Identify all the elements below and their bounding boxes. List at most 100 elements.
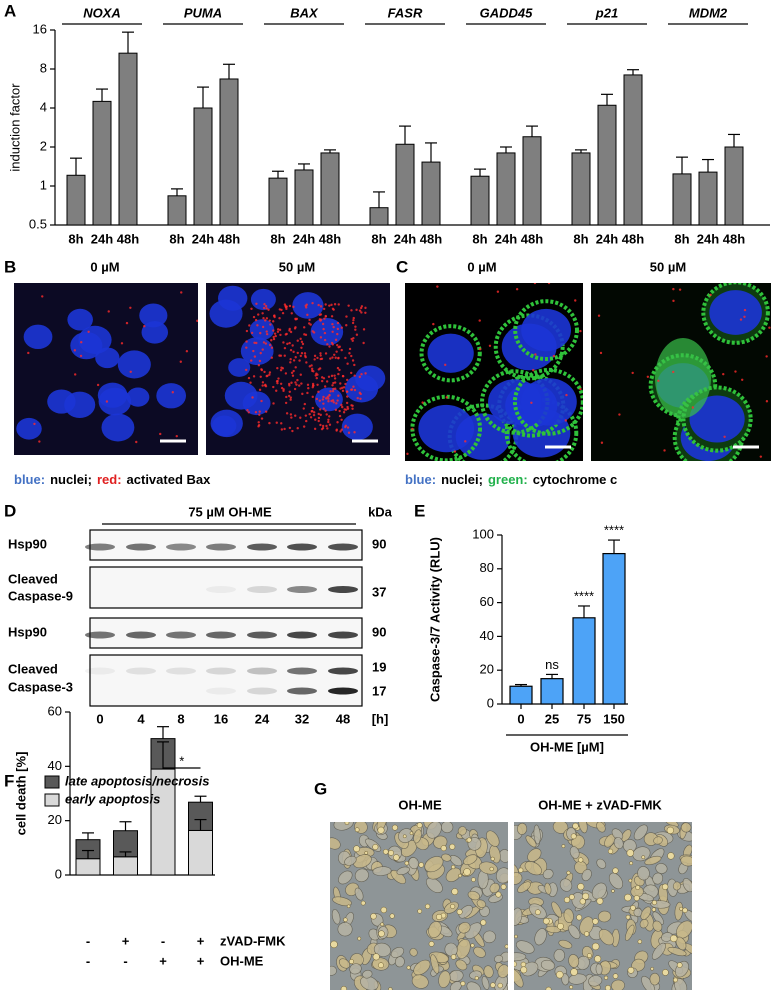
red-speckle bbox=[171, 391, 174, 394]
red-speckle bbox=[276, 330, 280, 334]
red-speckle bbox=[338, 414, 342, 418]
red-speckle bbox=[302, 407, 305, 410]
x-tick-label: 24h bbox=[91, 231, 113, 246]
red-speckle bbox=[257, 421, 260, 424]
panel-label: A bbox=[4, 1, 16, 20]
panel-label: D bbox=[4, 501, 16, 520]
cell bbox=[578, 822, 588, 834]
red-speckle bbox=[350, 371, 353, 375]
red-speckle bbox=[316, 356, 319, 360]
cell bbox=[598, 929, 615, 946]
red-speckle bbox=[272, 329, 275, 332]
red-speckle bbox=[272, 335, 275, 339]
gene-label: PUMA bbox=[184, 5, 222, 20]
x-tick-label: 25 bbox=[545, 711, 559, 726]
y-tick-label: 20 bbox=[48, 812, 62, 827]
x-tick-label: 150 bbox=[603, 711, 625, 726]
band bbox=[247, 543, 277, 551]
red-speckle bbox=[351, 321, 355, 325]
cell bbox=[457, 826, 467, 836]
red-speckle bbox=[313, 358, 316, 361]
nucleus bbox=[16, 417, 42, 440]
y-axis-label: Caspase-3/7 Activity (RLU) bbox=[427, 537, 442, 702]
condition-sign: - bbox=[123, 953, 127, 968]
cell bbox=[596, 858, 607, 869]
red-speckle bbox=[672, 299, 675, 303]
red-speckle bbox=[740, 378, 744, 382]
debris bbox=[605, 985, 611, 990]
red-speckle bbox=[345, 315, 348, 318]
red-speckle bbox=[336, 343, 339, 347]
bar-segment bbox=[113, 856, 138, 876]
red-speckle bbox=[286, 342, 289, 346]
red-speckle bbox=[294, 318, 298, 321]
red-speckle bbox=[129, 306, 132, 310]
red-speckle bbox=[341, 405, 344, 409]
red-speckle bbox=[353, 431, 356, 434]
debris bbox=[495, 891, 502, 898]
red-speckle bbox=[293, 387, 297, 391]
red-speckle bbox=[411, 427, 414, 431]
red-speckle bbox=[270, 346, 274, 349]
red-speckle bbox=[264, 342, 268, 345]
debris bbox=[402, 834, 407, 839]
red-speckle bbox=[247, 376, 251, 380]
red-speckle bbox=[345, 401, 349, 405]
cell bbox=[360, 975, 379, 990]
red-speckle bbox=[311, 395, 314, 399]
debris bbox=[626, 849, 634, 857]
red-speckle bbox=[320, 427, 324, 431]
red-speckle bbox=[281, 367, 285, 370]
cell bbox=[497, 964, 508, 978]
red-speckle bbox=[320, 379, 324, 383]
red-speckle bbox=[328, 415, 331, 418]
cell bbox=[456, 938, 471, 959]
gene-label: BAX bbox=[290, 5, 319, 20]
row-label: Hsp90 bbox=[8, 624, 47, 639]
red-speckle bbox=[358, 375, 362, 379]
red-speckle bbox=[251, 396, 254, 399]
micrograph bbox=[206, 283, 390, 455]
debris bbox=[624, 893, 632, 902]
red-speckle bbox=[317, 412, 320, 416]
red-speckle bbox=[258, 413, 261, 416]
band bbox=[85, 631, 115, 639]
red-speckle bbox=[289, 330, 293, 334]
x-tick-label: 24h bbox=[394, 231, 416, 246]
cell bbox=[561, 973, 570, 986]
debris bbox=[592, 918, 599, 925]
bar bbox=[470, 175, 490, 226]
red-speckle bbox=[258, 410, 261, 413]
debris bbox=[682, 907, 688, 913]
red-speckle bbox=[346, 362, 349, 365]
row-label: Caspase-9 bbox=[8, 588, 73, 603]
cell bbox=[625, 924, 635, 941]
micrograph bbox=[330, 822, 508, 990]
bar bbox=[193, 107, 213, 226]
red-speckle bbox=[299, 354, 303, 358]
red-speckle bbox=[263, 303, 266, 306]
debris bbox=[666, 826, 674, 834]
cell bbox=[644, 855, 662, 866]
red-speckle bbox=[346, 395, 349, 398]
red-speckle bbox=[289, 361, 292, 364]
condition-sign: + bbox=[197, 953, 205, 968]
red-speckle bbox=[278, 308, 282, 311]
red-speckle bbox=[300, 340, 304, 344]
red-speckle bbox=[345, 390, 349, 394]
debris bbox=[378, 962, 384, 969]
debris bbox=[360, 900, 366, 906]
red-speckle bbox=[248, 324, 251, 327]
nucleus bbox=[250, 288, 276, 311]
red-speckle bbox=[312, 370, 315, 373]
red-speckle bbox=[324, 352, 328, 355]
red-speckle bbox=[734, 370, 737, 373]
red-speckle bbox=[327, 375, 331, 378]
condition-label: 50 µM bbox=[650, 259, 686, 274]
bar bbox=[522, 136, 542, 226]
red-speckle bbox=[143, 324, 146, 328]
red-speckle bbox=[288, 304, 292, 308]
debris bbox=[474, 976, 479, 981]
red-speckle bbox=[328, 304, 331, 307]
